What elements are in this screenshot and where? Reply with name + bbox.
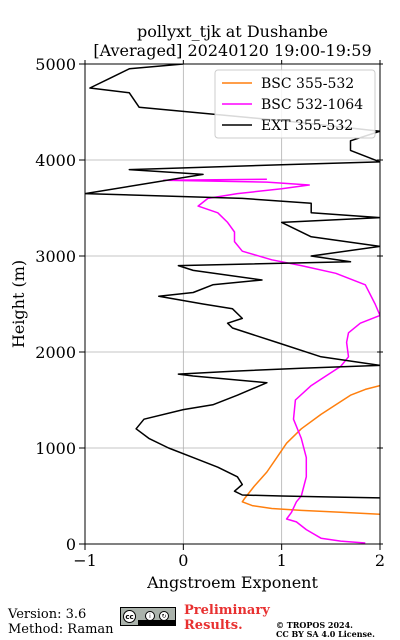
y-axis-label: Height (m)	[9, 260, 28, 348]
legend-box	[214, 69, 376, 139]
x-tick-label: 0	[178, 551, 188, 570]
series-line-ext-355-532	[85, 64, 380, 499]
cc-icon: cc	[123, 610, 136, 623]
version-text: Version: 3.6	[8, 607, 87, 622]
y-tick-label: 0	[66, 535, 76, 554]
x-tick-label: 1	[277, 551, 287, 570]
legend-label: BSC 355-532	[261, 76, 354, 92]
series-layer	[85, 64, 380, 544]
badge-bar	[138, 620, 175, 625]
x-tick-label: −1	[73, 551, 97, 570]
y-tick-label: 5000	[35, 55, 76, 74]
chart-title-line1: pollyxt_tjk at Dushanbe	[136, 22, 329, 41]
legend: BSC 355-532 BSC 532-1064 EXT 355-532	[214, 69, 376, 139]
grid	[85, 64, 380, 544]
legend-label: EXT 355-532	[261, 118, 353, 134]
legend-label: BSC 532-1064	[261, 97, 363, 113]
series-line-bsc-355-532	[241, 384, 380, 515]
chart-title-line2: [Averaged] 20240120 19:00-19:59	[93, 41, 372, 60]
series-line-bsc-532-1064	[162, 178, 380, 544]
copyright-line1: © TROPOS 2024.	[276, 620, 353, 630]
y-tick-label: 4000	[35, 151, 76, 170]
method-text: Method: Raman	[8, 622, 114, 637]
plot-frame	[84, 63, 381, 545]
y-tick-label: 1000	[35, 439, 76, 458]
preliminary-label-line2: Results.	[184, 618, 243, 633]
copyright-line2: CC BY SA 4.0 License.	[276, 629, 375, 639]
cc-by-sa-icon: cc i ↻	[120, 607, 176, 626]
preliminary-label-line1: Preliminary	[184, 603, 270, 618]
y-tick-label: 2000	[35, 343, 76, 362]
x-axis-label: Angstroem Exponent	[146, 573, 318, 592]
y-tick-label: 3000	[35, 247, 76, 266]
x-tick-label: 2	[375, 551, 385, 570]
